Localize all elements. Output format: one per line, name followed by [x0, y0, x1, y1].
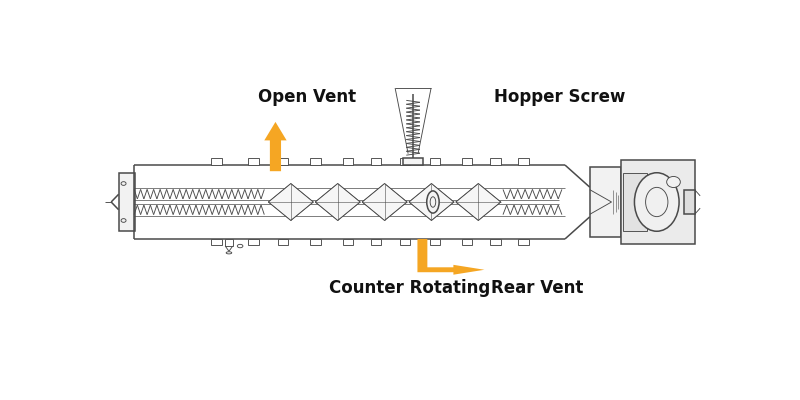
Bar [430, 239, 440, 244]
Bar [490, 239, 501, 244]
Bar [403, 158, 423, 165]
Bar [684, 190, 695, 214]
Bar [370, 239, 381, 244]
Bar [518, 239, 529, 244]
Polygon shape [264, 122, 286, 171]
Bar [342, 158, 354, 165]
Bar [462, 158, 472, 165]
Bar [400, 158, 410, 165]
Ellipse shape [666, 176, 680, 188]
Bar [225, 239, 234, 246]
Bar [278, 239, 288, 244]
Bar [211, 158, 222, 165]
Text: Open Vent: Open Vent [258, 88, 356, 106]
Bar [623, 173, 647, 231]
Bar [278, 158, 288, 165]
Ellipse shape [634, 173, 679, 231]
Bar [342, 239, 354, 244]
Bar [400, 239, 410, 244]
Bar [249, 239, 259, 244]
Polygon shape [409, 184, 454, 220]
Polygon shape [268, 184, 314, 220]
Bar [590, 166, 621, 238]
Polygon shape [362, 184, 407, 220]
Polygon shape [456, 184, 501, 220]
Text: Rear Vent: Rear Vent [490, 279, 583, 297]
Ellipse shape [426, 191, 439, 213]
Text: Hopper Screw: Hopper Screw [494, 88, 625, 106]
Bar [462, 239, 472, 244]
Polygon shape [418, 239, 485, 275]
Bar [490, 158, 501, 165]
Bar [370, 158, 381, 165]
Bar [211, 239, 222, 244]
Bar [118, 173, 134, 231]
Polygon shape [315, 184, 360, 220]
Bar [249, 158, 259, 165]
Bar [310, 239, 321, 244]
Bar [310, 158, 321, 165]
Bar [430, 158, 440, 165]
Bar [621, 160, 695, 244]
Bar [518, 158, 529, 165]
Text: Counter Rotating: Counter Rotating [330, 279, 490, 297]
